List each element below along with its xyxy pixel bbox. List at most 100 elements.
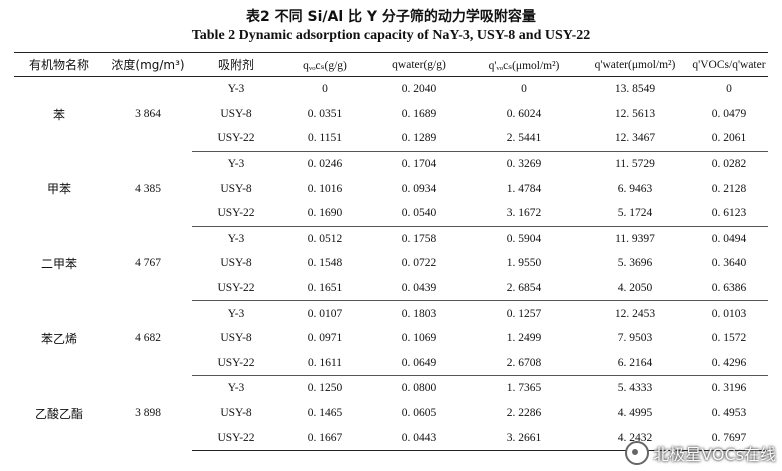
watermark-text: 北极星VOCs在线: [653, 445, 776, 464]
cell-adsorbent: USY-22: [192, 126, 280, 152]
cell-ratio: 0. 7697: [690, 425, 768, 451]
cell-adsorbent: USY-22: [192, 200, 280, 227]
cell-qp-water: 13. 8549: [614, 83, 656, 96]
cell-q-voc: 0. 0246: [307, 158, 343, 171]
cell-adsorbent: USY-22: [192, 275, 280, 302]
table-row: USY-22 0. 1690 0. 0540 3. 1672 5. 1724 0. 612…: [14, 200, 768, 227]
header-q-voc: qᵥₒcₛ(g/g): [280, 52, 370, 77]
cell-qp-water: 7. 9503: [617, 332, 653, 345]
cell-ratio: 0. 2061: [690, 126, 768, 152]
table-row: USY-8 0. 1465 0. 0605 2. 2286 4. 4995 0. 4953: [14, 401, 768, 426]
cell-q-voc: 0. 1151: [280, 126, 370, 152]
cell-q-voc: 0: [322, 83, 328, 96]
table-caption-en: Table 2 Dynamic adsorption capacity of N…: [191, 28, 591, 43]
cell-compound: 苯乙烯: [40, 331, 77, 346]
cell-qp-voc: 2. 2286: [506, 407, 542, 420]
cell-q-water: 0. 1758: [401, 232, 437, 245]
cell-concentration: 3 898: [135, 407, 161, 420]
cell-ratio: 0. 0103: [711, 307, 747, 320]
table-row: USY-22 0. 1651 0. 0439 2. 6854 4. 2050 0. 638…: [14, 275, 768, 302]
cell-adsorbent: Y-3: [227, 83, 245, 96]
cell-ratio: 0. 0282: [711, 158, 747, 171]
cell-compound: 苯: [52, 107, 65, 122]
header-ratio: q'VOCs/q'water: [690, 52, 768, 77]
cell-qp-voc: 0. 6024: [506, 107, 542, 120]
cell-q-voc: 0. 1250: [307, 382, 343, 395]
cell-qp-voc: 0. 3269: [506, 158, 542, 171]
cell-compound: 二甲苯: [40, 256, 77, 271]
cell-adsorbent: USY-8: [220, 107, 252, 120]
table-row: USY-22 0. 1151 0. 1289 2. 5441 12. 3467 0. 20…: [14, 126, 768, 152]
table-row: 甲苯 4 385 Y-3 0. 0246 0. 1704 0. 3269 11. 5729 0…: [14, 151, 768, 196]
cell-qp-water: 4. 2050: [580, 275, 690, 302]
cell-q-voc: 0. 1651: [280, 275, 370, 302]
cell-ratio: 0. 4953: [711, 407, 747, 420]
cell-qp-voc: 2. 6854: [468, 275, 580, 302]
cell-q-water: 0. 0443: [370, 425, 468, 451]
header-concentration: 浓度(mg/m³): [104, 52, 192, 77]
header-q-water: qwater(g/g): [370, 52, 468, 77]
header-adsorbent: 吸附剂: [192, 52, 280, 77]
cell-ratio: 0. 4296: [690, 350, 768, 377]
cell-q-voc: 0. 1548: [307, 257, 343, 270]
cell-adsorbent: USY-8: [220, 407, 252, 420]
cell-qp-voc: 3. 2661: [468, 425, 580, 451]
cell-q-voc: 0. 0512: [307, 232, 343, 245]
table-row: 二甲苯 4 767 Y-3 0. 0512 0. 1758 0. 5904 11. 9397…: [14, 226, 768, 271]
table-row: USY-8 0. 0971 0. 1069 1. 2499 7. 9503 0. 1572: [14, 326, 768, 351]
cell-q-water: 0. 2040: [401, 83, 437, 96]
adsorption-table: 有机物名称 浓度(mg/m³) 吸附剂 qᵥₒcₛ(g/g) qwater(g/…: [14, 52, 768, 451]
cell-q-water: 0. 1803: [401, 307, 437, 320]
cell-qp-voc: 2. 5441: [468, 126, 580, 152]
cell-ratio: 0. 2128: [711, 182, 747, 195]
cell-ratio: 0. 0494: [711, 232, 747, 245]
cell-q-water: 0. 0540: [370, 200, 468, 227]
cell-q-water: 0. 0605: [401, 407, 437, 420]
cell-adsorbent: Y-3: [227, 232, 245, 245]
cell-adsorbent: USY-22: [192, 425, 280, 451]
cell-adsorbent: Y-3: [227, 307, 245, 320]
cell-adsorbent: USY-22: [192, 350, 280, 377]
cell-qp-water: 11. 5729: [615, 158, 655, 171]
cell-q-voc: 0. 0107: [307, 307, 343, 320]
table-row: USY-8 0. 0351 0. 1689 0. 6024 12. 5613 0. 047…: [14, 102, 768, 127]
cell-q-voc: 0. 1611: [280, 350, 370, 377]
table-row: USY-8 0. 1548 0. 0722 1. 9550 5. 3696 0. 3640: [14, 251, 768, 276]
cell-q-water: 0. 0722: [401, 257, 437, 270]
cell-qp-voc: 0. 1257: [506, 307, 542, 320]
cell-ratio: 0. 0479: [711, 107, 747, 120]
cell-q-water: 0. 0439: [370, 275, 468, 302]
cell-qp-voc: 0: [521, 83, 527, 96]
cell-concentration: 4 767: [135, 257, 161, 270]
cell-q-water: 0. 0649: [370, 350, 468, 377]
cell-q-water: 0. 1069: [401, 332, 437, 345]
cell-concentration: 4 682: [135, 332, 161, 345]
cell-qp-voc: 3. 1672: [468, 200, 580, 227]
header-qp-water: q'water(μmol/m²): [580, 52, 690, 77]
table-row: 苯 3 864 Y-3 0 0. 2040 0 13. 8549 0: [14, 77, 768, 121]
table-header-row: 有机物名称 浓度(mg/m³) 吸附剂 qᵥₒcₛ(g/g) qwater(g/…: [14, 52, 768, 77]
cell-qp-water: 6. 9463: [617, 182, 653, 195]
cell-ratio: 0. 6123: [690, 200, 768, 227]
cell-adsorbent: Y-3: [227, 382, 245, 395]
cell-qp-voc: 1. 9550: [506, 257, 542, 270]
cell-q-voc: 0. 1667: [280, 425, 370, 451]
cell-q-voc: 0. 1016: [307, 182, 343, 195]
cell-qp-voc: 2. 6708: [468, 350, 580, 377]
cell-adsorbent: Y-3: [227, 158, 245, 171]
cell-q-water: 0. 1689: [401, 107, 437, 120]
cell-q-voc: 0. 0351: [307, 107, 343, 120]
table-row: USY-22 0. 1611 0. 0649 2. 6708 6. 2164 0. 429…: [14, 350, 768, 377]
cell-qp-voc: 1. 7365: [506, 382, 542, 395]
cell-qp-water: 5. 3696: [617, 257, 653, 270]
table-row: USY-22 0. 1667 0. 0443 3. 2661 4. 2432 0. 769…: [14, 425, 768, 451]
cell-q-water: 0. 0800: [401, 382, 437, 395]
cell-adsorbent: USY-8: [220, 257, 252, 270]
cell-adsorbent: USY-8: [220, 332, 252, 345]
cell-ratio: 0. 6386: [690, 275, 768, 302]
cell-q-voc: 0. 1690: [280, 200, 370, 227]
cell-q-voc: 0. 1465: [307, 407, 343, 420]
cell-q-water: 0. 1704: [401, 158, 437, 171]
cell-q-water: 0. 1289: [370, 126, 468, 152]
cell-adsorbent: USY-8: [220, 182, 252, 195]
